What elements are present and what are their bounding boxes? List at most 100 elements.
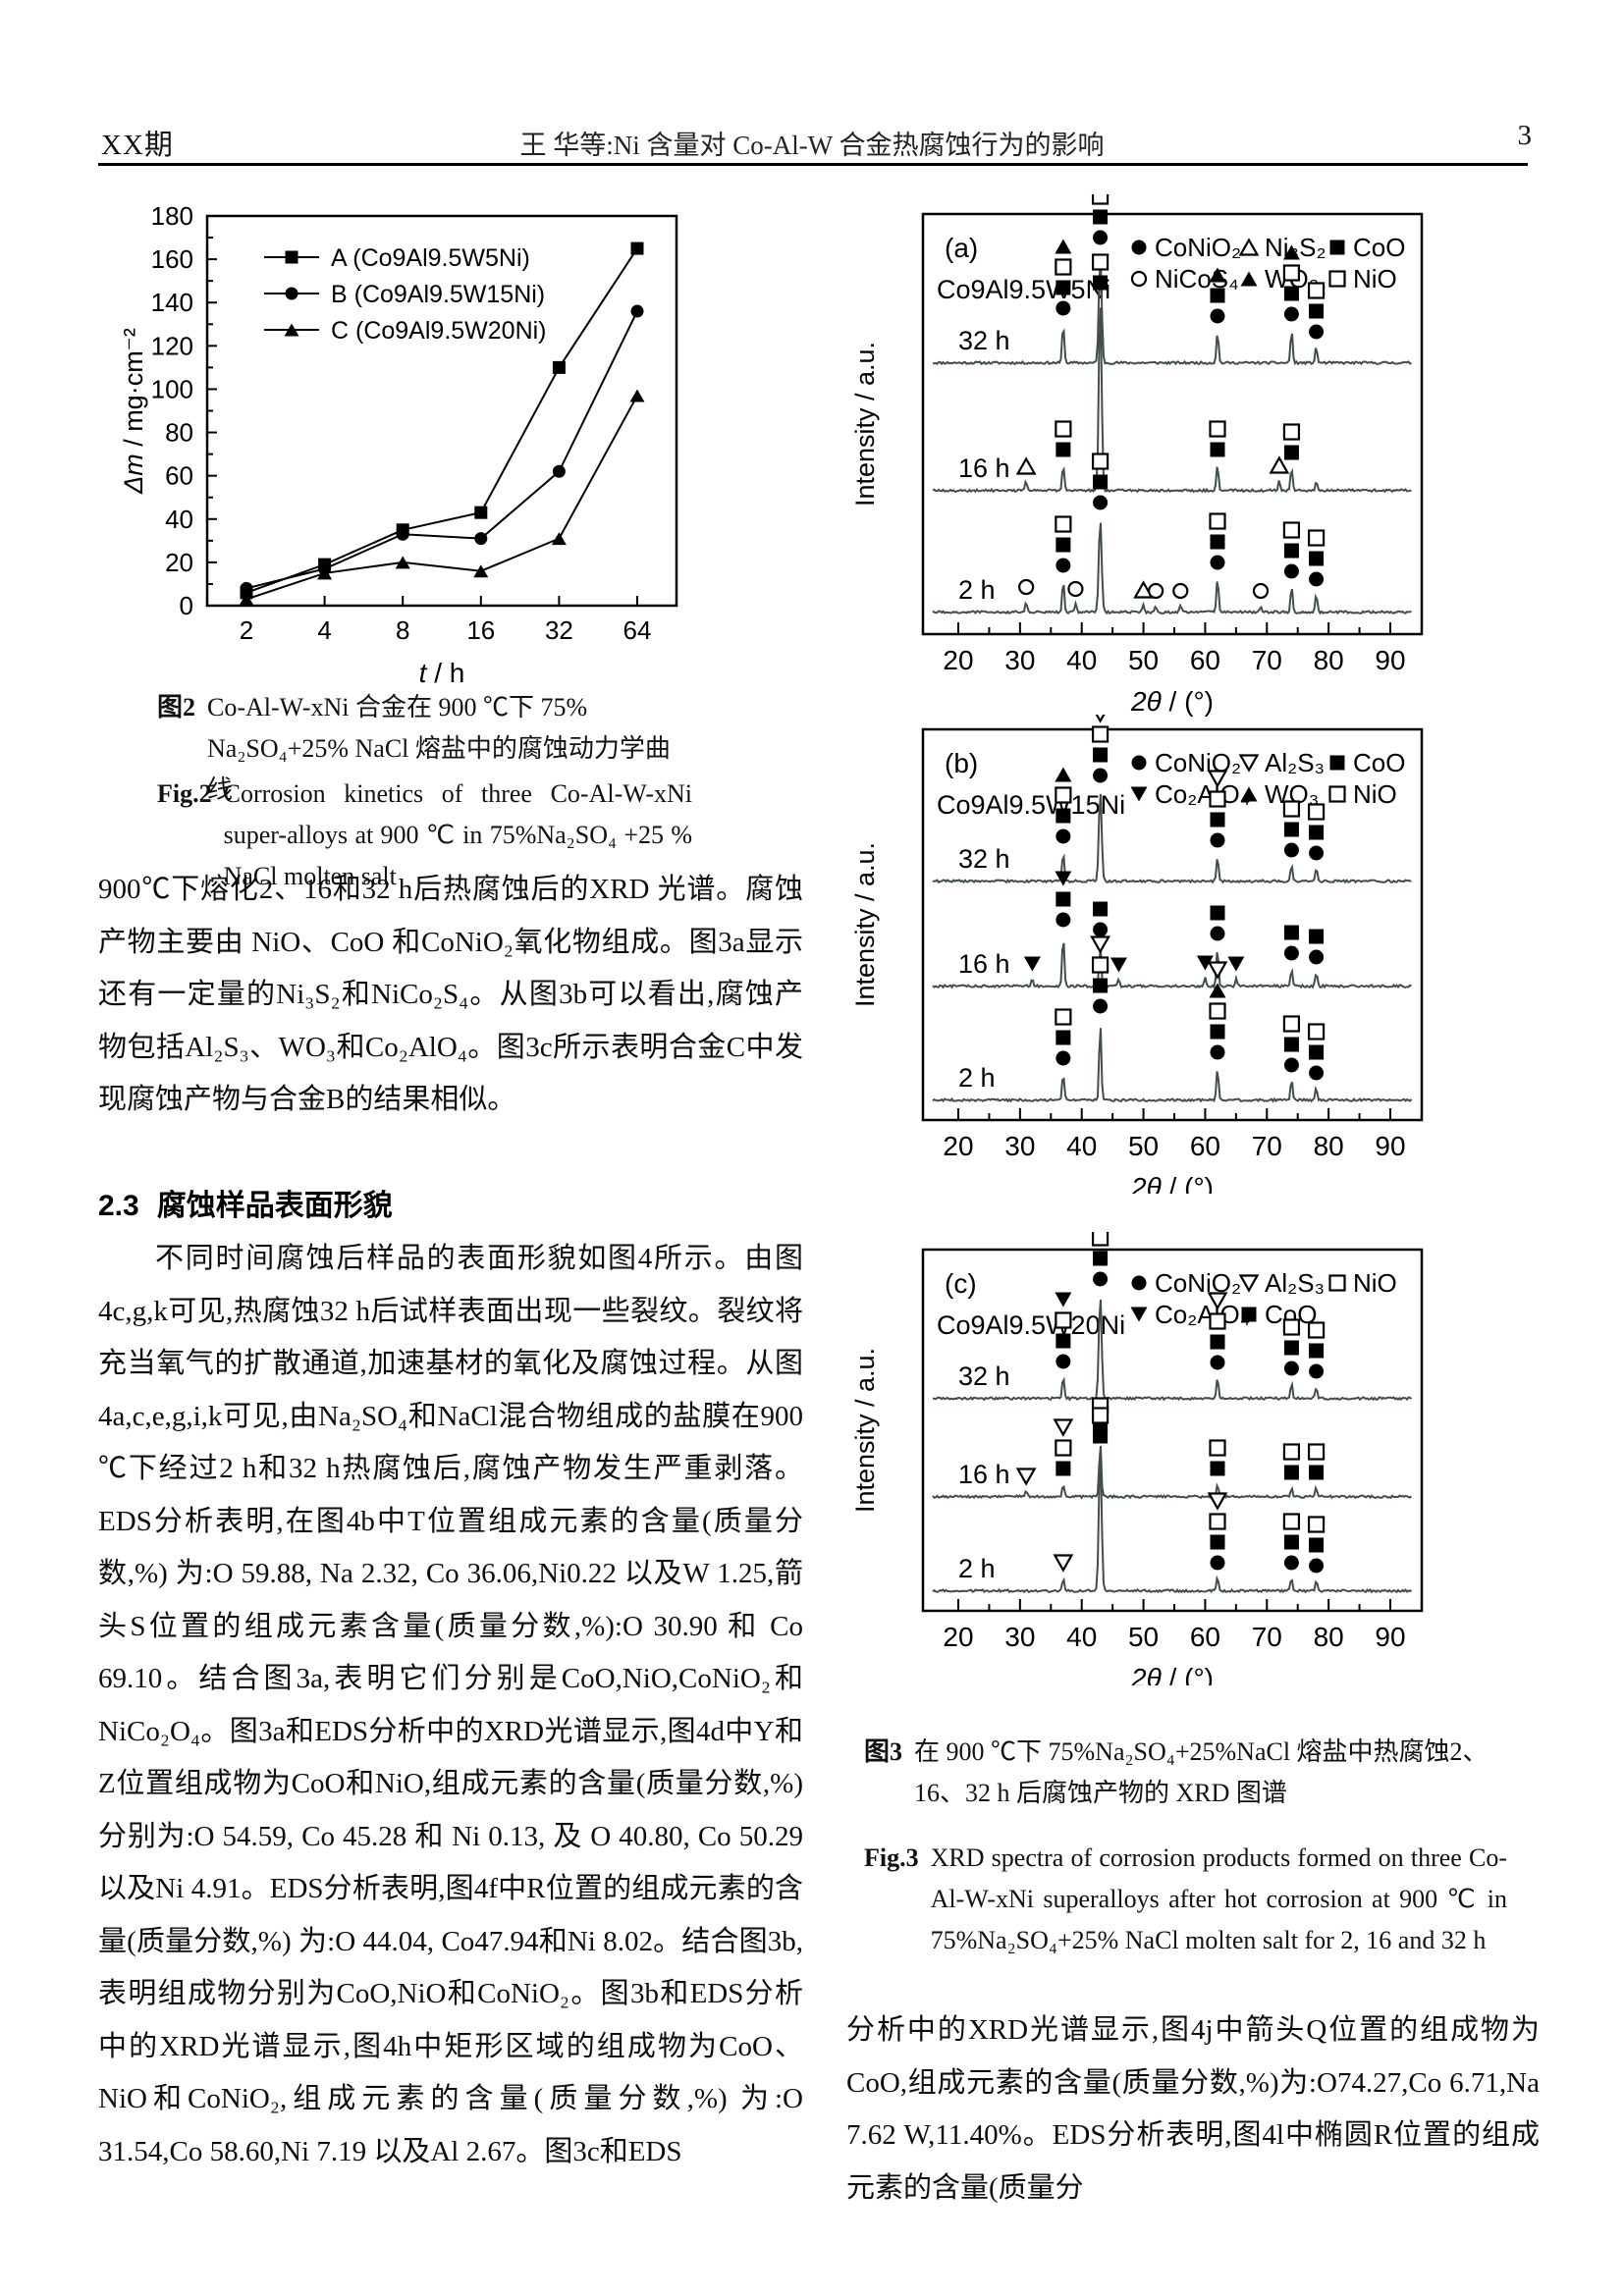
svg-text:CoNiO₂: CoNiO₂ xyxy=(1155,1268,1241,1298)
svg-text:80: 80 xyxy=(1314,645,1344,675)
svg-text:Co9Al9.5W15Ni: Co9Al9.5W15Ni xyxy=(937,790,1125,820)
section-heading: 2.3 腐蚀样品表面形貌 xyxy=(98,1181,393,1224)
svg-text:100: 100 xyxy=(151,374,193,403)
figure3-caption-en: Fig.3 XRD spectra of corrosion products … xyxy=(864,1838,1507,1961)
svg-text:C (Co9Al9.5W20Ni): C (Co9Al9.5W20Ni) xyxy=(331,317,547,345)
svg-text:20: 20 xyxy=(943,1131,973,1161)
svg-text:40: 40 xyxy=(1066,645,1097,675)
svg-text:2θ / (°): 2θ / (°) xyxy=(1130,686,1214,717)
svg-text:120: 120 xyxy=(151,331,193,360)
svg-text:32 h: 32 h xyxy=(958,326,1010,355)
svg-text:70: 70 xyxy=(1252,645,1282,675)
figure2-caption-en: Fig.2 Corrosion kinetics of three Co-Al-… xyxy=(157,774,692,897)
svg-text:80: 80 xyxy=(1314,1131,1344,1161)
svg-text:60: 60 xyxy=(1190,1131,1220,1161)
svg-text:60: 60 xyxy=(1190,645,1220,675)
svg-text:30: 30 xyxy=(1004,1131,1035,1161)
svg-text:CoNiO₂: CoNiO₂ xyxy=(1155,233,1241,262)
svg-text:2θ / (°): 2θ / (°) xyxy=(1130,1172,1214,1194)
svg-text:4: 4 xyxy=(317,615,331,645)
svg-text:2θ / (°): 2θ / (°) xyxy=(1130,1663,1214,1685)
svg-text:2 h: 2 h xyxy=(958,1554,996,1583)
svg-text:Co₂AlO₄: Co₂AlO₄ xyxy=(1155,779,1250,809)
svg-text:8: 8 xyxy=(396,615,409,645)
journal-issue: XX期 xyxy=(101,130,174,161)
figure3-caption-zh-text: 在 900 ℃下 75%Na₂SO₄+25%NaCl 熔盐中热腐蚀2、16、32… xyxy=(914,1737,1489,1807)
svg-text:160: 160 xyxy=(151,244,193,274)
svg-text:NiO: NiO xyxy=(1353,1268,1397,1298)
section-title: 腐蚀样品表面形貌 xyxy=(156,1190,393,1222)
svg-text:16 h: 16 h xyxy=(958,949,1010,979)
svg-text:Co₂AlO₄: Co₂AlO₄ xyxy=(1155,1300,1250,1329)
svg-text:Co9Al9.5W5Ni: Co9Al9.5W5Ni xyxy=(937,275,1110,304)
svg-text:20: 20 xyxy=(165,548,193,577)
svg-text:90: 90 xyxy=(1375,1622,1405,1652)
svg-text:20: 20 xyxy=(943,645,973,675)
svg-text:140: 140 xyxy=(151,288,193,317)
svg-text:70: 70 xyxy=(1252,1131,1282,1161)
svg-text:2 h: 2 h xyxy=(958,1063,996,1093)
svg-text:CoO: CoO xyxy=(1353,748,1405,777)
svg-text:32: 32 xyxy=(545,615,573,645)
svg-text:60: 60 xyxy=(165,461,193,491)
svg-text:2: 2 xyxy=(240,615,253,645)
svg-text:(b): (b) xyxy=(945,748,978,778)
svg-text:20: 20 xyxy=(943,1622,973,1652)
figure2-kinetics-chart: 0 20 40 60 80 100 120 140 160 180 2 4 8 16 32 64 A (Co9A… xyxy=(119,201,678,684)
svg-text:t / h: t / h xyxy=(419,658,465,684)
svg-text:32 h: 32 h xyxy=(958,1362,1010,1391)
figure2-caption-zh-label: 图2 xyxy=(157,693,196,721)
svg-text:Intensity / a.u.: Intensity / a.u. xyxy=(850,1348,880,1513)
svg-text:30: 30 xyxy=(1004,645,1035,675)
svg-text:A (Co9Al9.5W5Ni): A (Co9Al9.5W5Ni) xyxy=(331,244,530,272)
svg-text:64: 64 xyxy=(623,615,652,645)
svg-text:90: 90 xyxy=(1375,645,1405,675)
figure3-xrd-panel-a: (a)Co9Al9.5W5NiCoNiO₂Ni₃S₂CoONiCoS₄WO₃Ni… xyxy=(850,194,1424,717)
svg-text:40: 40 xyxy=(165,505,193,534)
figure2-caption-zh: 图2 Co-Al-W-xNi 合金在 900 ℃下 75% Na₂SO₄+25%… xyxy=(157,687,687,811)
running-title: 王 华等:Ni 含量对 Co-Al-W 合金热腐蚀行为的影响 xyxy=(519,131,1105,160)
figure3-caption-zh-label: 图3 xyxy=(864,1737,903,1766)
svg-text:32 h: 32 h xyxy=(958,844,1010,874)
svg-text:CoO: CoO xyxy=(1353,233,1405,262)
svg-text:180: 180 xyxy=(151,201,193,231)
paragraph-surface-morphology: 不同时间腐蚀后样品的表面形貌如图4所示。由图4c,g,k可见,热腐蚀32 h后试… xyxy=(98,1243,803,2167)
svg-text:16 h: 16 h xyxy=(958,454,1010,483)
svg-text:NiCoS₄: NiCoS₄ xyxy=(1155,264,1239,294)
svg-text:B (Co9Al9.5W15Ni): B (Co9Al9.5W15Ni) xyxy=(331,281,545,308)
svg-text:80: 80 xyxy=(165,418,193,448)
svg-text:Intensity / a.u.: Intensity / a.u. xyxy=(850,342,880,507)
svg-text:CoNiO₂: CoNiO₂ xyxy=(1155,748,1241,777)
svg-text:50: 50 xyxy=(1128,1622,1159,1652)
svg-text:Intensity / a.u.: Intensity / a.u. xyxy=(850,842,880,1007)
svg-text:Co9Al9.5W20Ni: Co9Al9.5W20Ni xyxy=(937,1310,1125,1340)
figure3-caption-en-label: Fig.3 xyxy=(864,1843,919,1872)
figure3-caption-zh: 图3 在 900 ℃下 75%Na₂SO₄+25%NaCl 熔盐中热腐蚀2、16… xyxy=(864,1732,1512,1814)
paragraph-eds-analysis: 分析中的XRD光谱显示,图4j中箭头Q位置的组成物为CoO,组成元素的含量(质量… xyxy=(846,2014,1540,2204)
svg-text:(c): (c) xyxy=(945,1268,977,1299)
svg-text:40: 40 xyxy=(1066,1131,1097,1161)
svg-text:NiO: NiO xyxy=(1353,779,1397,809)
figure2-caption-en-label: Fig.2 xyxy=(157,779,212,808)
figure3-caption-en-text: XRD spectra of corrosion products formed… xyxy=(930,1843,1507,1954)
svg-text:Al₂S₃: Al₂S₃ xyxy=(1265,748,1325,777)
svg-text:2 h: 2 h xyxy=(958,575,996,605)
paragraph-xrd-products: 900℃下熔化2、16和32 h后热腐蚀后的XRD 光谱。腐蚀产物主要由 NiO… xyxy=(98,874,803,1115)
svg-text:Al₂S₃: Al₂S₃ xyxy=(1265,1268,1325,1298)
svg-text:60: 60 xyxy=(1190,1622,1220,1652)
svg-text:(a): (a) xyxy=(945,233,978,263)
figure2-caption-zh-text: Co-Al-W-xNi 合金在 900 ℃下 75% Na₂SO₄+25% Na… xyxy=(207,693,671,804)
svg-text:90: 90 xyxy=(1375,1131,1405,1161)
svg-text:30: 30 xyxy=(1004,1622,1035,1652)
page-number: 3 xyxy=(1517,120,1533,151)
header-rule xyxy=(98,163,1528,166)
svg-text:70: 70 xyxy=(1252,1622,1282,1652)
figure2-caption-en-text: Corrosion kinetics of three Co-Al-W-xNi … xyxy=(223,779,692,890)
svg-text:50: 50 xyxy=(1128,1131,1159,1161)
svg-text:NiO: NiO xyxy=(1353,264,1397,294)
svg-text:40: 40 xyxy=(1066,1622,1097,1652)
section-number: 2.3 xyxy=(98,1190,139,1222)
